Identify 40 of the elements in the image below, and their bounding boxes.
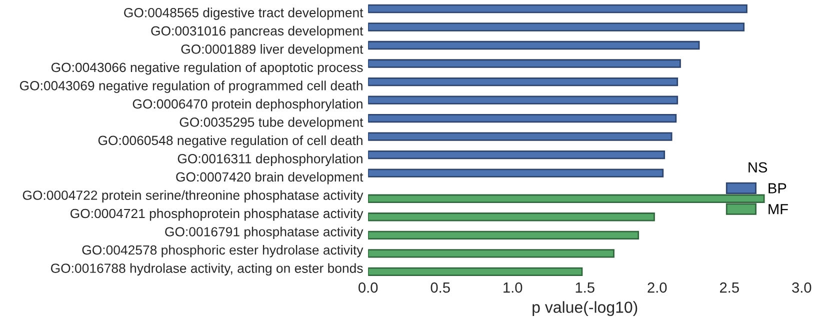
legend-label: MF — [768, 204, 788, 214]
bar — [368, 230, 640, 240]
y-tick-label: GO:0007420 brain development — [176, 172, 364, 184]
x-axis-title: p value(-log10) — [532, 301, 638, 316]
x-tick-label: 1.0 — [504, 282, 522, 293]
bar — [368, 114, 677, 123]
y-tick-label: GO:0016788 hydrolase activity, acting on ester bonds — [50, 263, 363, 276]
bar — [368, 59, 681, 68]
y-tick-label: GO:0004721 phosphoprotein phosphatase activity — [70, 208, 364, 221]
y-tick-label: GO:0043066 negative regulation of apoptotic process — [51, 62, 363, 75]
y-tick-label: GO:0048565 digestive tract development — [124, 8, 364, 20]
y-tick-label: GO:0035295 tube development — [180, 117, 364, 130]
y-tick-label: GO:0004722 protein serine/threonine phosphatase activity — [22, 190, 364, 203]
y-tick-label: GO:0042578 phosphoric ester hydrolase activity — [82, 244, 364, 258]
y-tick-label: GO:0060548 negative regulation of cell death — [98, 135, 362, 148]
y-tick-label: GO:0001889 liver development — [181, 44, 364, 56]
x-tick-label: 1.5 — [576, 282, 594, 293]
bar — [368, 249, 614, 258]
bar — [368, 168, 664, 178]
y-tick-label: GO:0016791 phosphatase activity — [165, 226, 364, 240]
y-tick-label: GO:0016311 dephosphorylation — [178, 154, 362, 166]
x-tick-label: 3.0 — [792, 282, 812, 293]
bar — [368, 132, 672, 141]
x-tick-label: 2.5 — [720, 282, 739, 293]
y-tick-label: GO:0031016 pancreas development — [151, 26, 364, 38]
bar — [368, 267, 583, 276]
bar — [368, 96, 678, 104]
x-tick-label: 2.0 — [648, 282, 667, 293]
x-tick-label: 0.0 — [358, 282, 378, 293]
x-tick-label: 0.5 — [430, 282, 450, 293]
legend-label: BP — [768, 183, 786, 194]
bar — [368, 22, 745, 32]
y-tick-label: GO:0043069 negative regulation of programmed cell death — [20, 80, 362, 93]
bar — [368, 4, 748, 14]
bar — [368, 150, 666, 160]
bar — [368, 77, 678, 86]
bar — [368, 40, 700, 50]
y-tick-label: GO:0006470 protein dephosphorylation — [132, 98, 362, 112]
legend-title: NS — [748, 162, 768, 173]
bar — [368, 212, 655, 222]
